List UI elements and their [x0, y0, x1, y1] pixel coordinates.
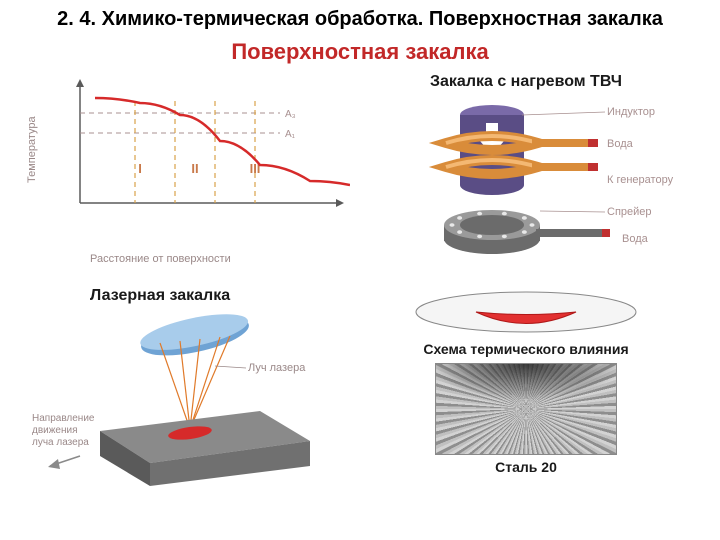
- svg-text:Вода: Вода: [622, 233, 649, 245]
- svg-text:движения: движения: [32, 425, 78, 436]
- laser-title: Лазерная закалка: [30, 287, 358, 305]
- steel-micrograph: [435, 363, 617, 455]
- svg-text:II: II: [191, 161, 198, 176]
- laser-panel: Лазерная закалка Луч лазера Направлениедв…: [30, 287, 358, 487]
- svg-text:Луч лазера: Луч лазера: [248, 362, 306, 374]
- svg-text:Спрейер: Спрейер: [607, 206, 652, 218]
- chart-panel: Температура A₃A₁IIIIII Расстояние от пов…: [30, 73, 358, 263]
- steel-caption: Сталь 20: [362, 459, 690, 475]
- svg-text:луча лазера: луча лазера: [32, 437, 89, 448]
- svg-text:A₁: A₁: [285, 129, 296, 140]
- main-heading: Поверхностная закалка: [0, 39, 720, 65]
- distance-temperature-chart: A₃A₁IIIIII: [50, 73, 350, 233]
- slide-title: 2. 4. Химико-термическая обработка. Пове…: [0, 0, 720, 35]
- svg-text:К генератору: К генератору: [607, 174, 674, 186]
- svg-text:Вода: Вода: [607, 138, 634, 150]
- y-axis-label: Температура: [26, 116, 38, 183]
- svg-text:Индуктор: Индуктор: [607, 106, 655, 118]
- thermal-caption: Схема термического влияния: [362, 341, 690, 357]
- x-axis-label: Расстояние от поверхности: [90, 253, 231, 265]
- svg-text:Направление: Направление: [32, 413, 95, 424]
- tvch-title: Закалка с нагревом ТВЧ: [362, 73, 690, 91]
- laser-diagram: Луч лазера Направлениедвижениялуча лазера: [30, 311, 350, 486]
- svg-text:A₃: A₃: [285, 109, 296, 120]
- svg-text:I: I: [138, 161, 142, 176]
- thermal-scheme: [396, 287, 656, 337]
- tvch-diagram: Индуктор Вода К генератору Спрейер Вода: [362, 97, 682, 282]
- tvch-panel: Закалка с нагревом ТВЧ Индуктор Вода К ген…: [362, 73, 690, 283]
- thermal-panel: Схема термического влияния Сталь 20: [362, 287, 690, 487]
